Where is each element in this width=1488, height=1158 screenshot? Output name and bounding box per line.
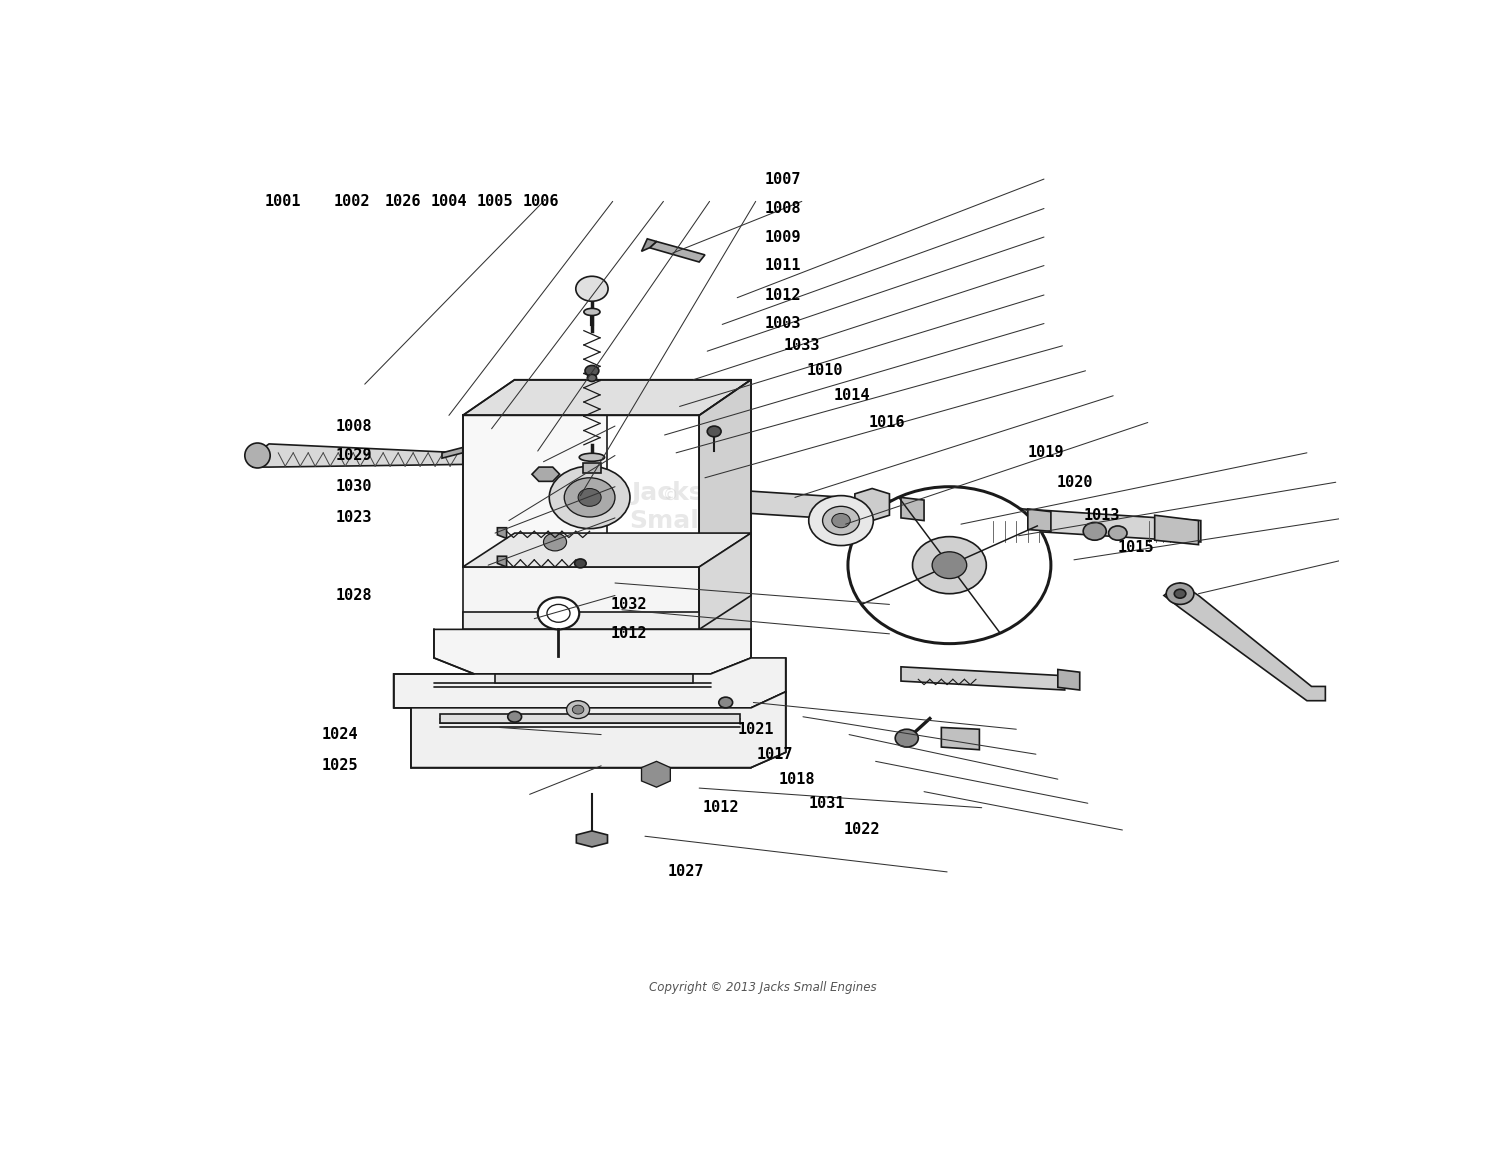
Polygon shape bbox=[1058, 669, 1080, 690]
Polygon shape bbox=[411, 691, 786, 768]
Circle shape bbox=[549, 467, 629, 528]
Text: 1012: 1012 bbox=[702, 800, 740, 815]
Text: 1014: 1014 bbox=[835, 388, 870, 403]
Text: 1009: 1009 bbox=[765, 229, 802, 244]
Polygon shape bbox=[1028, 510, 1051, 532]
Circle shape bbox=[1174, 589, 1186, 599]
Polygon shape bbox=[902, 667, 1065, 690]
Text: 1005: 1005 bbox=[476, 193, 513, 208]
Circle shape bbox=[576, 277, 609, 301]
Polygon shape bbox=[253, 444, 463, 467]
Polygon shape bbox=[902, 498, 924, 521]
Ellipse shape bbox=[579, 453, 604, 461]
Circle shape bbox=[507, 711, 522, 723]
Polygon shape bbox=[393, 658, 786, 708]
Polygon shape bbox=[497, 528, 506, 538]
Text: 1030: 1030 bbox=[336, 479, 372, 494]
Text: 1024: 1024 bbox=[321, 727, 359, 742]
Text: 1003: 1003 bbox=[765, 316, 802, 331]
Text: Jacks
Small
Engines: Jacks Small Engines bbox=[613, 481, 723, 560]
Text: 1013: 1013 bbox=[1083, 507, 1119, 522]
Polygon shape bbox=[496, 674, 693, 683]
Polygon shape bbox=[1155, 515, 1198, 544]
Polygon shape bbox=[463, 533, 751, 567]
Text: 1002: 1002 bbox=[333, 193, 371, 208]
Text: 1031: 1031 bbox=[809, 796, 845, 811]
Circle shape bbox=[574, 559, 586, 567]
Circle shape bbox=[1083, 522, 1106, 540]
Text: 1006: 1006 bbox=[522, 193, 559, 208]
Text: 1021: 1021 bbox=[737, 721, 774, 736]
Circle shape bbox=[543, 533, 567, 551]
Polygon shape bbox=[463, 567, 699, 630]
Text: 1018: 1018 bbox=[778, 771, 815, 786]
Polygon shape bbox=[583, 463, 601, 474]
Text: 1028: 1028 bbox=[336, 588, 372, 603]
Circle shape bbox=[896, 730, 918, 747]
Circle shape bbox=[564, 478, 615, 516]
Polygon shape bbox=[442, 447, 463, 459]
Text: 1032: 1032 bbox=[610, 596, 647, 611]
Circle shape bbox=[809, 496, 873, 545]
Ellipse shape bbox=[583, 308, 600, 315]
Text: 1004: 1004 bbox=[430, 193, 467, 208]
Text: 1012: 1012 bbox=[610, 626, 647, 642]
Circle shape bbox=[912, 536, 987, 594]
Circle shape bbox=[719, 697, 732, 708]
Text: 1033: 1033 bbox=[783, 338, 820, 353]
Text: Copyright © 2013 Jacks Small Engines: Copyright © 2013 Jacks Small Engines bbox=[649, 981, 876, 995]
Polygon shape bbox=[463, 380, 751, 416]
Circle shape bbox=[537, 598, 579, 630]
Polygon shape bbox=[463, 611, 699, 630]
Text: 1016: 1016 bbox=[869, 415, 905, 430]
Text: 1029: 1029 bbox=[336, 448, 372, 463]
Polygon shape bbox=[463, 416, 607, 567]
Text: 1017: 1017 bbox=[757, 747, 793, 762]
Text: 1020: 1020 bbox=[1056, 475, 1094, 490]
Polygon shape bbox=[434, 630, 751, 674]
Polygon shape bbox=[641, 239, 656, 251]
Circle shape bbox=[848, 486, 1051, 644]
Text: 1022: 1022 bbox=[844, 822, 879, 837]
Text: 1011: 1011 bbox=[765, 258, 802, 273]
Polygon shape bbox=[854, 489, 890, 521]
Circle shape bbox=[931, 552, 967, 579]
Text: 1001: 1001 bbox=[265, 193, 301, 208]
Circle shape bbox=[577, 489, 601, 506]
Text: 1010: 1010 bbox=[806, 364, 842, 379]
Text: 1015: 1015 bbox=[1117, 540, 1155, 555]
Circle shape bbox=[1109, 526, 1126, 540]
Circle shape bbox=[548, 604, 570, 622]
Text: 1008: 1008 bbox=[765, 201, 802, 217]
Text: 1025: 1025 bbox=[321, 758, 359, 774]
Circle shape bbox=[832, 513, 850, 528]
Text: 1019: 1019 bbox=[1028, 446, 1064, 461]
Circle shape bbox=[707, 426, 722, 437]
Circle shape bbox=[567, 701, 589, 718]
Text: 1027: 1027 bbox=[668, 864, 704, 879]
Circle shape bbox=[1167, 582, 1193, 604]
Polygon shape bbox=[650, 242, 705, 262]
Circle shape bbox=[823, 506, 860, 535]
Polygon shape bbox=[576, 831, 607, 846]
Polygon shape bbox=[1164, 582, 1326, 701]
Text: 1008: 1008 bbox=[336, 418, 372, 433]
Text: ©: © bbox=[662, 489, 679, 503]
Circle shape bbox=[588, 374, 597, 381]
Text: 1026: 1026 bbox=[384, 193, 421, 208]
Ellipse shape bbox=[246, 444, 271, 468]
Polygon shape bbox=[440, 714, 740, 723]
Polygon shape bbox=[533, 467, 559, 482]
Circle shape bbox=[585, 366, 598, 376]
Polygon shape bbox=[641, 761, 671, 787]
Polygon shape bbox=[699, 533, 751, 630]
Text: 1012: 1012 bbox=[765, 287, 802, 302]
Polygon shape bbox=[942, 727, 979, 749]
Text: 1023: 1023 bbox=[336, 511, 372, 526]
Polygon shape bbox=[751, 491, 1201, 542]
Polygon shape bbox=[497, 556, 506, 567]
Circle shape bbox=[573, 705, 583, 714]
Text: 1007: 1007 bbox=[765, 171, 802, 186]
Polygon shape bbox=[699, 380, 751, 567]
